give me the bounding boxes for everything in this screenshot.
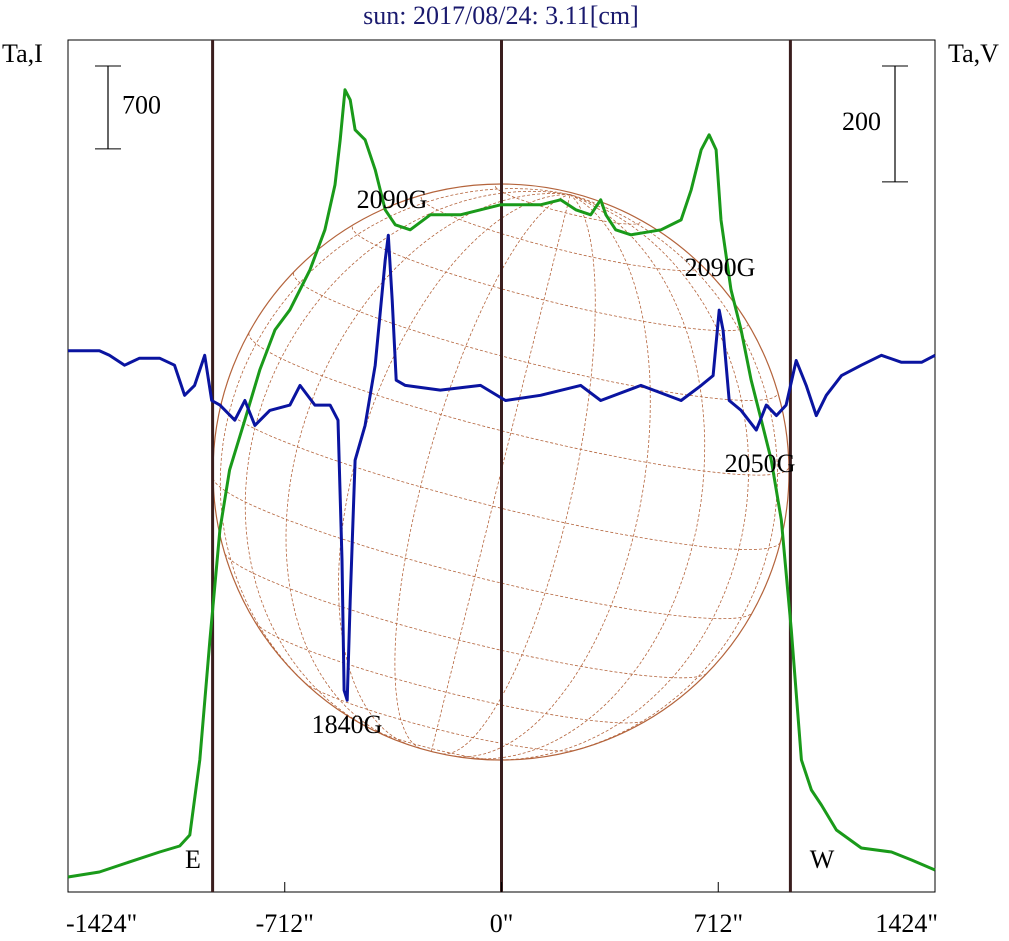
annotation: 2090G	[357, 185, 428, 214]
disk-parallel	[420, 196, 701, 272]
disk-parallel	[495, 186, 641, 225]
scale-bar-label: 700	[122, 90, 161, 119]
x-tick-label: 0"	[490, 909, 514, 938]
disk-parallel	[248, 332, 790, 476]
disk-meridian	[453, 194, 651, 758]
series-line	[68, 233, 936, 702]
x-tick-label: -1424"	[66, 909, 137, 938]
disk-meridian	[285, 193, 571, 739]
disk-parallel	[304, 682, 576, 752]
x-tick-label: -712"	[256, 909, 314, 938]
disk-meridian	[495, 194, 750, 761]
x-tick-label: 712"	[693, 909, 743, 938]
disk-meridian	[394, 194, 571, 749]
annotation: 2050G	[725, 449, 796, 478]
disk-meridian	[473, 194, 706, 760]
chart-title: sun: 2017/08/24: 3.11[cm]	[363, 1, 639, 30]
disk-parallel	[293, 272, 778, 401]
disk-meridian	[338, 194, 571, 746]
disk-meridian	[560, 194, 778, 755]
scale-bar-label: 200	[842, 107, 881, 136]
series-line	[67, 88, 936, 879]
annotation: W	[810, 845, 835, 874]
y-axis-label: Ta,I	[2, 39, 43, 68]
annotation: E	[185, 845, 201, 874]
disk-meridian	[244, 190, 571, 730]
disk-meridian	[431, 194, 571, 752]
disk-parallel	[224, 553, 707, 679]
annotation: 2090G	[685, 253, 756, 282]
disk-parallel	[212, 478, 753, 620]
x-tick-label: 1424"	[875, 909, 938, 938]
disk-parallel	[370, 728, 496, 761]
disk-meridian	[219, 188, 571, 693]
y2-axis-label: Ta,V	[948, 39, 999, 68]
annotation: 1840G	[312, 710, 383, 739]
